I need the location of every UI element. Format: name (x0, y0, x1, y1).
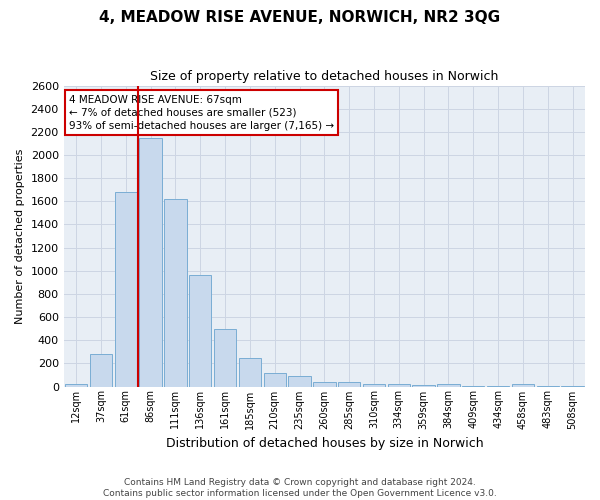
Bar (437, 384, 460, 386)
Bar (313, 382, 335, 386)
Text: 4 MEADOW RISE AVENUE: 67sqm
← 7% of detached houses are smaller (523)
93% of sem: 4 MEADOW RISE AVENUE: 67sqm ← 7% of deta… (69, 94, 334, 131)
Title: Size of property relative to detached houses in Norwich: Size of property relative to detached ho… (150, 70, 499, 83)
Bar (115, 192, 137, 386)
Bar (65, 384, 87, 386)
Bar (338, 382, 361, 386)
Bar (363, 384, 385, 386)
Y-axis label: Number of detached properties: Number of detached properties (15, 148, 25, 324)
X-axis label: Distribution of detached houses by size in Norwich: Distribution of detached houses by size … (166, 437, 483, 450)
Bar (412, 385, 435, 386)
Bar (90, 354, 112, 386)
Bar (239, 358, 261, 386)
Bar (263, 372, 286, 386)
Bar (289, 376, 311, 386)
Bar (512, 384, 534, 386)
Bar (139, 138, 162, 386)
Text: Contains HM Land Registry data © Crown copyright and database right 2024.
Contai: Contains HM Land Registry data © Crown c… (103, 478, 497, 498)
Bar (214, 328, 236, 386)
Bar (189, 276, 211, 386)
Bar (388, 384, 410, 386)
Text: 4, MEADOW RISE AVENUE, NORWICH, NR2 3QG: 4, MEADOW RISE AVENUE, NORWICH, NR2 3QG (100, 10, 500, 25)
Bar (164, 199, 187, 386)
